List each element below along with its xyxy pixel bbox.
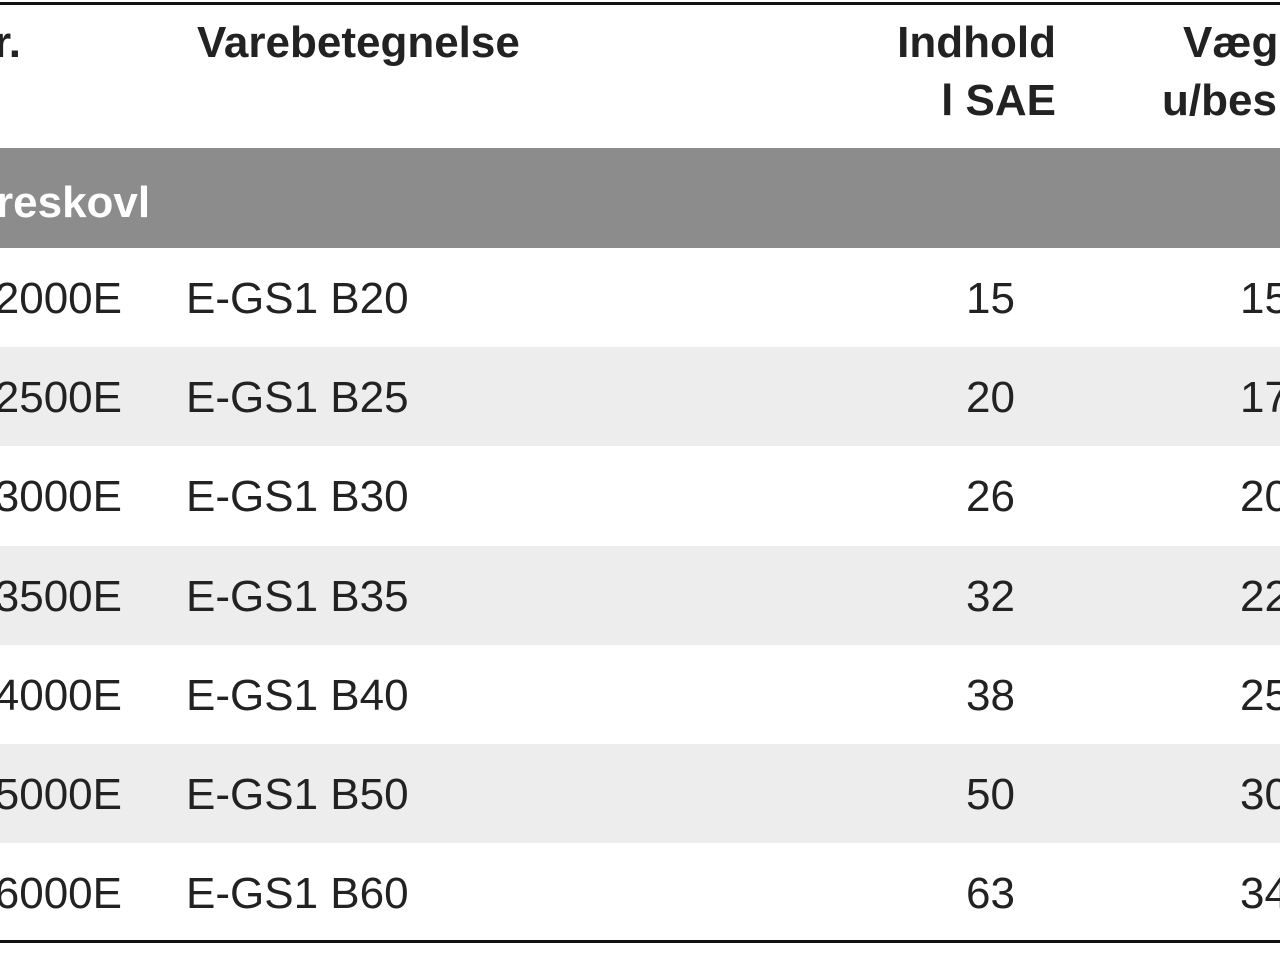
table-cell: E-GS1 B50 <box>186 770 409 819</box>
table-cell: 17 <box>1240 373 1280 423</box>
table-cell: E-GS1 B40 <box>186 670 409 720</box>
table-cell: 34 <box>1240 869 1280 919</box>
table-cell: E-GS1 B60 <box>186 869 409 919</box>
table-cell: 26 <box>966 472 1015 522</box>
table-cell: 15 <box>966 274 1015 323</box>
table-cell: 50 <box>966 770 1015 819</box>
top-rule <box>0 2 1280 5</box>
section-title: reskovl <box>0 178 151 227</box>
table-cell: 4000E <box>0 670 122 720</box>
table-cell: E-GS1 B30 <box>186 472 409 522</box>
table-cell: 32 <box>966 571 1015 621</box>
table-cell: 20 <box>1240 472 1280 522</box>
row-stripe <box>0 744 1280 844</box>
table-cell: 20 <box>966 373 1015 423</box>
column-header: Væg <box>1183 18 1279 67</box>
column-header: Varebetegnelse <box>197 18 520 67</box>
table-cell: 2500E <box>0 373 122 423</box>
table-cell: 3500E <box>0 571 122 621</box>
table-cell: E-GS1 B20 <box>186 274 409 323</box>
table-cell: 6000E <box>0 869 122 919</box>
section-band <box>0 148 1280 248</box>
table-cell: 38 <box>966 670 1015 720</box>
table-cell: 2000E <box>0 274 122 323</box>
table-cell: 30 <box>1240 770 1280 819</box>
row-stripe <box>0 347 1280 447</box>
bottom-rule <box>0 940 1280 943</box>
table-cell: 63 <box>966 869 1015 919</box>
column-header: r. <box>0 18 21 67</box>
table-cell: 25 <box>1240 670 1280 720</box>
table-cell: E-GS1 B25 <box>186 373 409 423</box>
table-cell: 3000E <box>0 472 122 522</box>
column-header: u/bes <box>1162 76 1277 125</box>
table-cell: 5000E <box>0 770 122 819</box>
table-cell: 15 <box>1240 274 1280 323</box>
column-header: Indhold <box>897 18 1056 67</box>
row-stripe <box>0 545 1280 645</box>
table-cell: E-GS1 B35 <box>186 571 409 621</box>
table-cell: 22 <box>1240 571 1280 621</box>
column-header: l SAE <box>941 76 1056 125</box>
